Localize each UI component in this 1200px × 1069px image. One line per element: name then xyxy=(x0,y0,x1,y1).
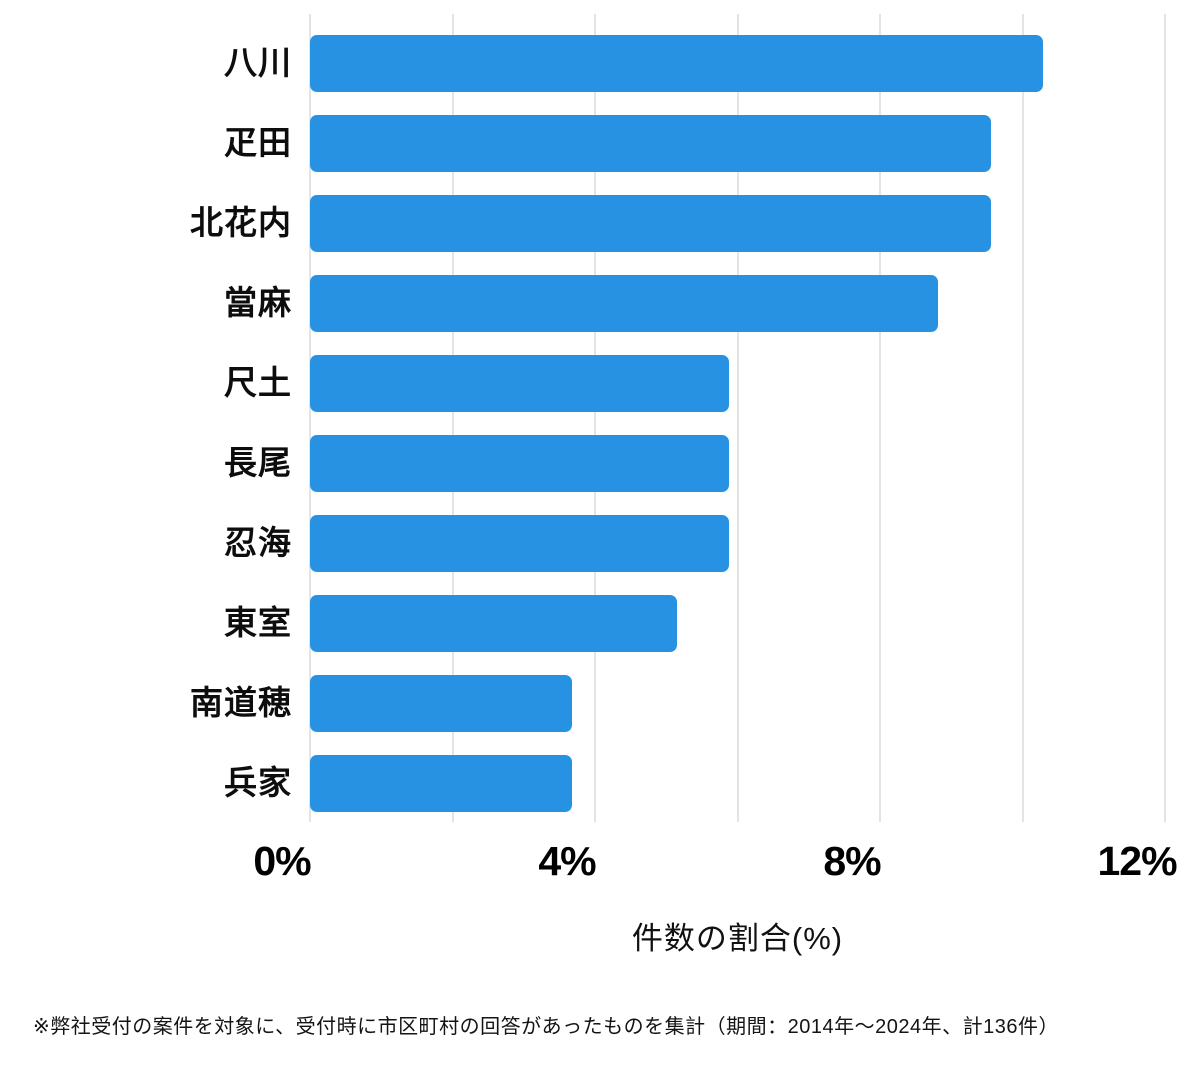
chart-row: 尺土 xyxy=(0,343,1200,423)
gridline-6 xyxy=(736,14,739,822)
chart-row: 南道穂 xyxy=(0,663,1200,743)
category-label: 長尾 xyxy=(224,444,292,481)
chart-row: 八川 xyxy=(0,23,1200,103)
x-tick-label: 8% xyxy=(823,838,881,884)
gridline-8 xyxy=(879,14,881,822)
x-tick-label: 12% xyxy=(1097,838,1177,884)
category-label: 尺土 xyxy=(224,364,292,401)
bar-東室 xyxy=(310,594,677,652)
category-label: 兵家 xyxy=(224,764,292,801)
bar-忍海 xyxy=(310,514,729,572)
chart-row: 忍海 xyxy=(0,503,1200,583)
x-axis-label: 件数の割合(%) xyxy=(631,921,844,956)
chart-rows: 八川疋田北花内當麻尺土長尾忍海東室南道穂兵家 xyxy=(0,23,1200,823)
chart-row: 兵家 xyxy=(0,743,1200,823)
bar-南道穂 xyxy=(310,674,573,732)
x-tick-label: 4% xyxy=(538,838,596,884)
category-label: 八川 xyxy=(224,44,292,81)
category-label: 東室 xyxy=(224,604,292,641)
footnote: ※弊社受付の案件を対象に、受付時に市区町村の回答があったものを集計（期間：201… xyxy=(33,1016,1060,1038)
gridline-4 xyxy=(594,14,596,822)
chart-row: 北花内 xyxy=(0,183,1200,263)
chart-row: 長尾 xyxy=(0,423,1200,503)
bar-尺土 xyxy=(310,354,729,412)
gridline-10 xyxy=(1021,14,1024,822)
bar-當麻 xyxy=(310,274,939,332)
category-label: 忍海 xyxy=(224,524,292,561)
bar-疋田 xyxy=(310,114,992,172)
category-label: 疋田 xyxy=(224,124,292,161)
bar-八川 xyxy=(310,34,1044,92)
bar-北花内 xyxy=(310,194,992,252)
category-label: 當麻 xyxy=(224,284,292,321)
category-label: 南道穂 xyxy=(190,684,292,721)
gridline-0 xyxy=(309,14,311,822)
category-label: 北花内 xyxy=(190,204,292,241)
x-axis-ticks: 0% 4% 8% 12% xyxy=(0,838,1200,894)
chart-row: 東室 xyxy=(0,583,1200,663)
gridline-2 xyxy=(451,14,454,822)
gridlines xyxy=(309,14,1166,822)
chart-row: 當麻 xyxy=(0,263,1200,343)
chart-row: 疋田 xyxy=(0,103,1200,183)
gridline-12 xyxy=(1164,14,1166,822)
bar-兵家 xyxy=(310,754,573,812)
x-tick-label: 0% xyxy=(253,838,311,884)
bar-長尾 xyxy=(310,434,729,492)
